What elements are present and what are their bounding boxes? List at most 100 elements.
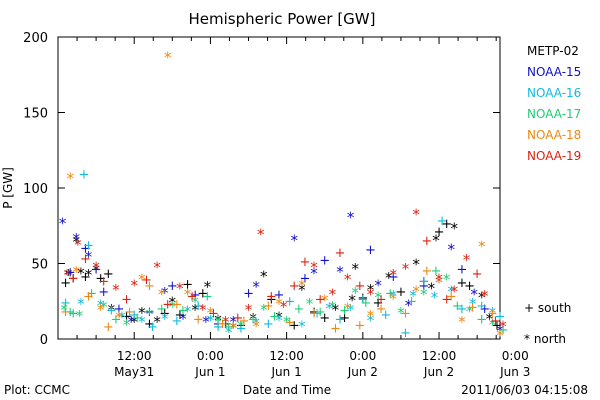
data-point: + — [309, 305, 320, 320]
data-point: + — [421, 234, 432, 249]
data-point: + — [263, 317, 274, 332]
data-point: + — [68, 272, 79, 287]
data-point: + — [467, 300, 478, 315]
data-point: * — [184, 302, 192, 320]
data-point: + — [263, 299, 274, 314]
data-point: + — [376, 293, 387, 308]
data-point: + — [223, 320, 234, 335]
x-axis-label: Date and Time — [243, 383, 331, 397]
data-point: + — [269, 309, 280, 324]
x-tick-date-label: Jun 1 — [271, 365, 302, 379]
data-point: * — [275, 295, 283, 313]
data-point: + — [354, 279, 365, 294]
data-point: * — [351, 284, 359, 302]
marker-legend-north: * north — [524, 332, 566, 346]
data-point: + — [65, 266, 76, 281]
data-point: + — [208, 306, 219, 321]
data-point: + — [91, 263, 102, 278]
data-point: + — [400, 306, 411, 321]
data-point: * — [347, 301, 355, 319]
data-point: * — [486, 310, 494, 328]
data-point: * — [435, 274, 443, 292]
data-point: * — [336, 263, 344, 281]
data-point: + — [141, 273, 152, 288]
data-point: * — [260, 301, 268, 319]
data-point: * — [447, 240, 455, 258]
data-point: * — [164, 49, 172, 67]
data-point: * — [290, 231, 298, 249]
data-point: * — [63, 266, 71, 284]
data-point: * — [158, 286, 166, 304]
data-point: + — [274, 288, 285, 303]
data-point: * — [207, 311, 215, 329]
data-point: * — [298, 281, 306, 299]
data-point: + — [144, 317, 155, 332]
data-point: + — [330, 321, 341, 336]
data-point: + — [456, 302, 467, 317]
data-point: + — [418, 279, 429, 294]
data-point: + — [235, 321, 246, 336]
series-noaa-18: +**+*+* +*+ **+*+ *+ * + *+ *+*+*+*+* +*+*+*+*+*… — [60, 49, 504, 345]
data-point: + — [315, 293, 326, 308]
data-point: * — [496, 322, 504, 340]
data-point: * — [470, 286, 478, 304]
data-point: * — [298, 317, 306, 335]
data-point: * — [202, 313, 210, 331]
data-point: * — [249, 310, 257, 328]
data-point: + — [312, 306, 323, 321]
data-point: * — [252, 317, 260, 335]
data-point: * — [214, 313, 222, 331]
data-point: + — [421, 264, 432, 279]
y-axis-label: P [GW] — [1, 167, 15, 209]
data-point: + — [159, 306, 170, 321]
data-point: * — [123, 316, 131, 334]
data-point: * — [298, 277, 306, 295]
data-point: * — [76, 307, 84, 325]
series-metp-02: +*+**+* *++* +**+*+*++*+**+*+ **+* +*+ + * +**+… — [60, 217, 502, 337]
data-point: * — [348, 292, 356, 310]
data-point: + — [319, 311, 330, 326]
data-point: + — [335, 312, 346, 327]
data-point: + — [103, 320, 114, 335]
data-point: + — [431, 264, 442, 279]
data-point: * — [138, 271, 146, 289]
data-point: + — [406, 294, 417, 309]
data-point: * — [463, 251, 471, 269]
y-tick-label: 150 — [23, 107, 48, 122]
data-point: * — [252, 314, 260, 332]
data-point: * — [489, 304, 497, 322]
data-point: + — [174, 308, 185, 323]
data-point: * — [60, 301, 68, 319]
data-point: + — [217, 317, 228, 332]
data-point: * — [420, 286, 428, 304]
data-point: * — [283, 313, 291, 331]
data-point: * — [306, 295, 314, 313]
data-point: + — [456, 276, 467, 291]
data-point: + — [385, 287, 396, 302]
legend-entry-metp-02: METP-02 — [527, 44, 579, 58]
data-points: +*+**+* *++* +**+*+*++*+**+*+ **+* +*+ + * +**+… — [59, 49, 509, 345]
data-point: + — [400, 326, 411, 341]
data-point: * — [374, 277, 382, 295]
data-point: * — [230, 313, 238, 331]
data-point: + — [490, 314, 501, 329]
data-point: * — [214, 311, 222, 329]
data-point: * — [230, 319, 238, 337]
data-point: + — [487, 306, 498, 321]
y-axis: 0 50 100 150 200 — [23, 31, 500, 348]
data-point: * — [146, 305, 154, 323]
data-point: + — [446, 290, 457, 305]
data-point: * — [169, 293, 177, 311]
data-point: + — [235, 318, 246, 333]
data-point: + — [98, 275, 109, 290]
data-point: + — [248, 312, 259, 327]
data-point: + — [167, 279, 178, 294]
data-point: + — [178, 303, 189, 318]
series-legend: METP-02 NOAA-15 NOAA-16 NOAA-17 NOAA-18 NOAA-… — [527, 44, 581, 163]
data-point: * — [237, 317, 245, 335]
data-point: * — [252, 278, 260, 296]
data-point: + — [315, 305, 326, 320]
y-tick-label: 0 — [40, 333, 48, 348]
data-point: * — [332, 301, 340, 319]
data-point: + — [95, 272, 106, 287]
